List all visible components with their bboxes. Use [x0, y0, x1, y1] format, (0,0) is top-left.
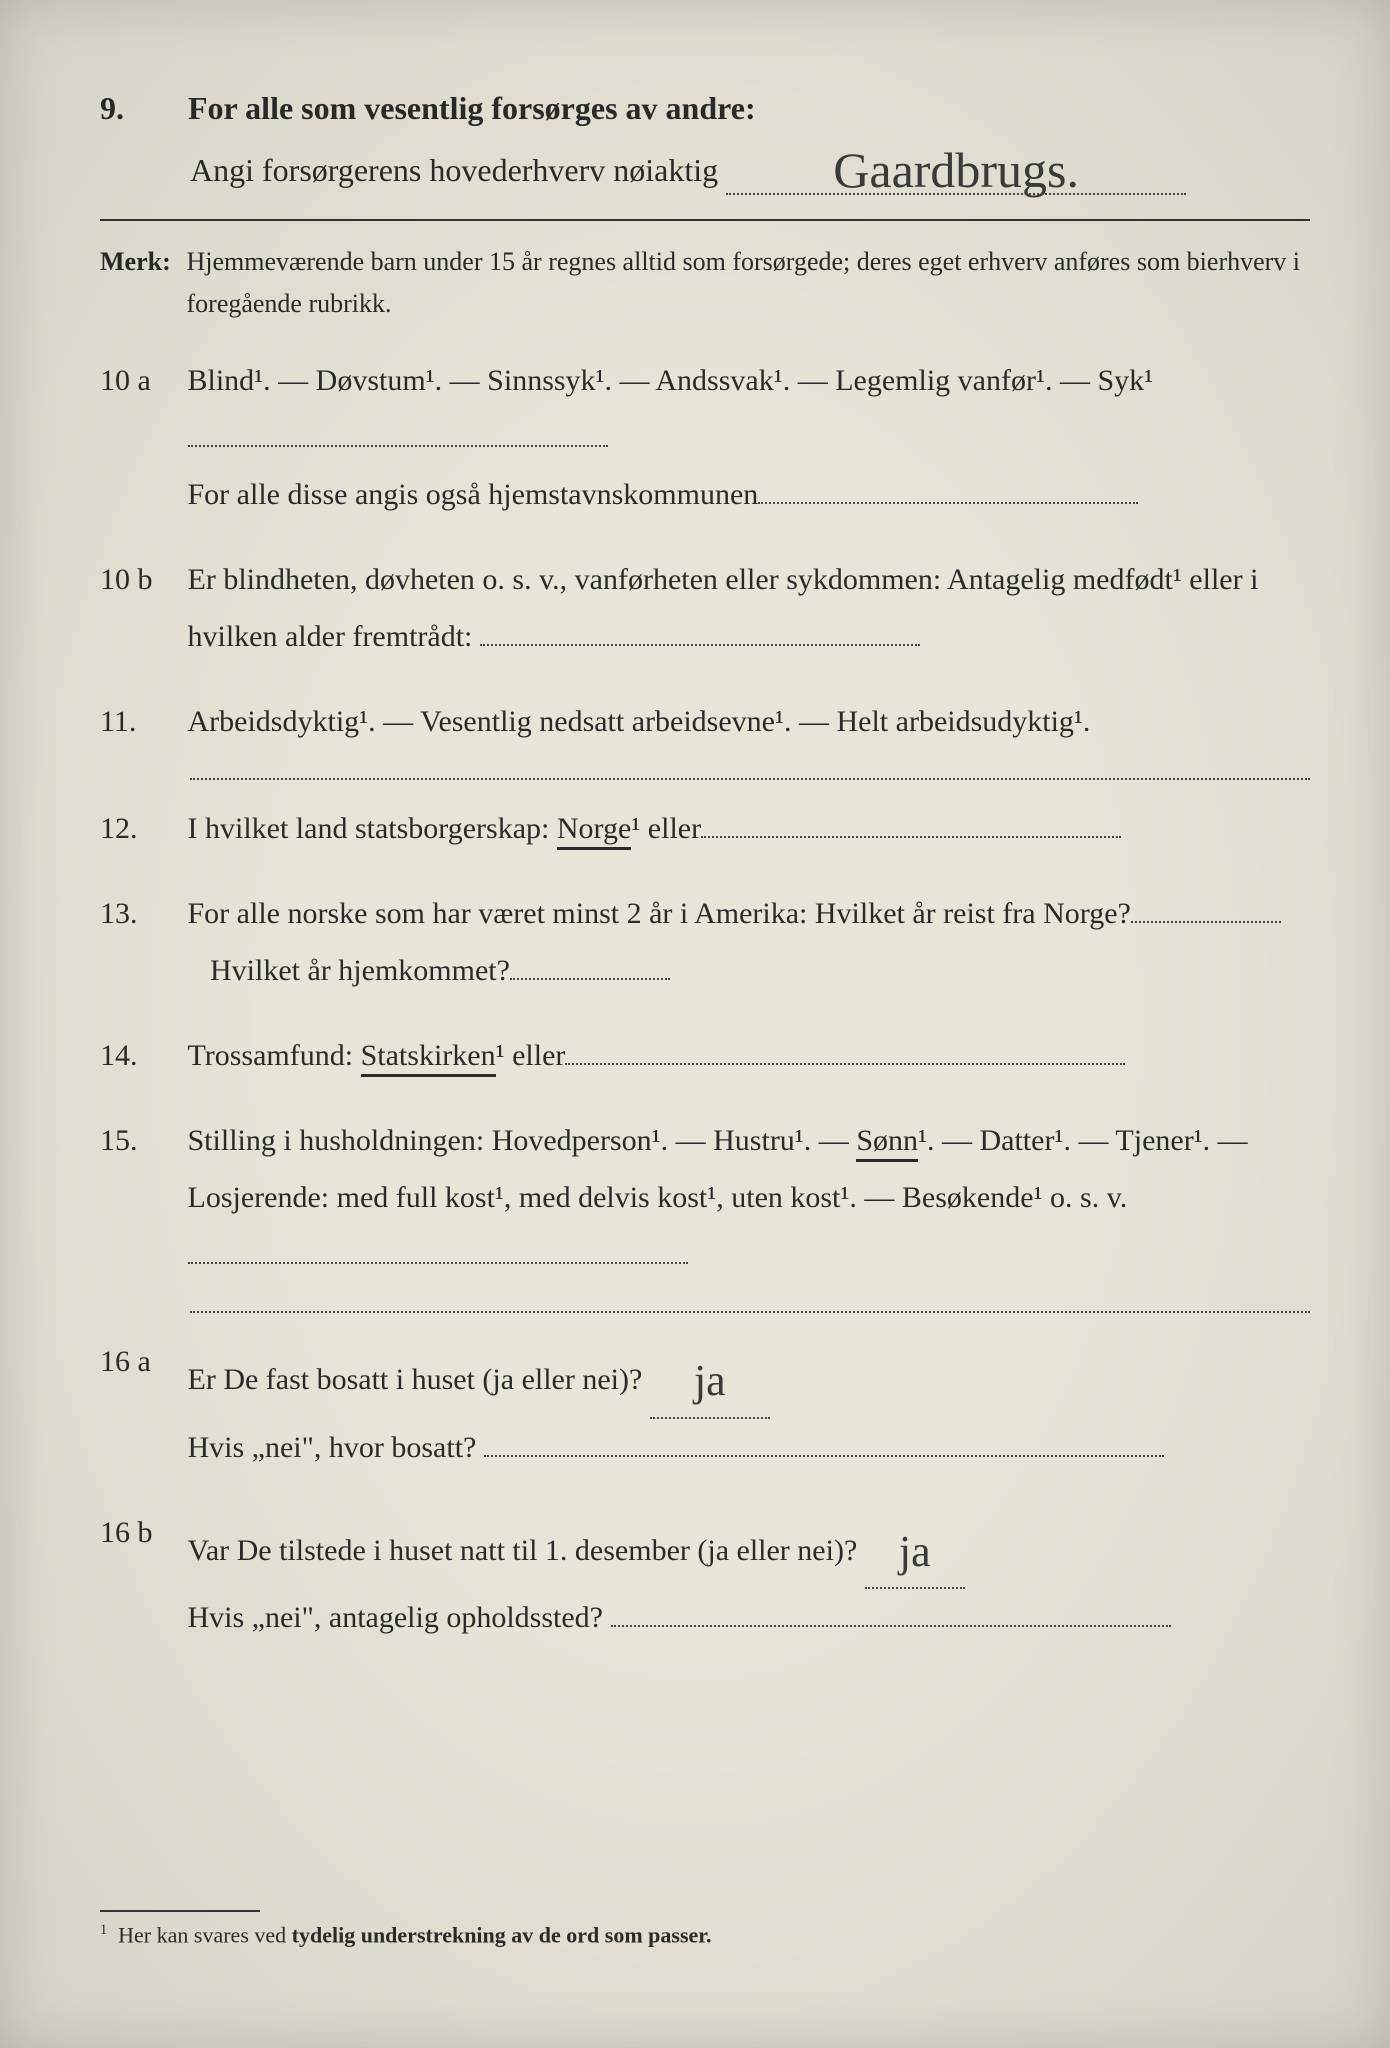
q9-title-text: For alle som vesentlig forsørges av andr…: [188, 90, 756, 126]
q16a-answer: ja: [694, 1356, 726, 1405]
q16a: 16 a Er De fast bosatt i huset (ja eller…: [100, 1333, 1310, 1476]
q16b-number: 16 b: [100, 1504, 180, 1561]
q10b-number: 10 b: [100, 551, 180, 608]
q12-post: ¹ eller: [631, 812, 701, 845]
q16b: 16 b Var De tilstede i huset natt til 1.…: [100, 1504, 1310, 1647]
q13-number: 13.: [100, 885, 180, 942]
merk-text: Hjemmeværende barn under 15 år regnes al…: [187, 241, 1307, 324]
q15-number: 15.: [100, 1112, 180, 1169]
footnote-bold: tydelig understrekning av de ord som pas…: [292, 1922, 712, 1947]
footnote-pre: Her kan svares ved: [118, 1922, 292, 1947]
footnote-rule: [100, 1910, 260, 1912]
merk-label: Merk:: [100, 241, 180, 283]
q13: 13. For alle norske som har været minst …: [100, 885, 1310, 999]
q9-prompt: Angi forsørgerens hovederhverv nøiaktig …: [190, 135, 1310, 195]
q12-underlined: Norge: [557, 812, 631, 850]
q9-line-label: Angi forsørgerens hovederhverv nøiaktig: [190, 152, 718, 188]
q14-underlined: Statskirken: [361, 1039, 496, 1077]
q11: 11. Arbeidsdyktig¹. — Vesentlig nedsatt …: [100, 693, 1310, 750]
q16b-question2: Hvis „nei", antagelig opholdssted?: [188, 1601, 604, 1634]
q10b-text: Er blindheten, døvheten o. s. v., vanfør…: [188, 563, 1259, 653]
q12-number: 12.: [100, 800, 180, 857]
dotted-divider: [190, 778, 1310, 780]
q14-post: ¹ eller: [496, 1039, 566, 1072]
q9: 9. For alle som vesentlig forsørges av a…: [100, 90, 1310, 127]
q15: 15. Stilling i husholdningen: Hovedperso…: [100, 1112, 1310, 1283]
q16b-question: Var De tilstede i huset natt til 1. dese…: [188, 1534, 858, 1567]
q10a-line2: For alle disse angis også hjemstavnskomm…: [188, 478, 759, 511]
q16a-question: Er De fast bosatt i huset (ja eller nei)…: [188, 1363, 643, 1396]
q9-number: 9.: [100, 90, 180, 127]
q13-text1: For alle norske som har været minst 2 år…: [188, 897, 1131, 930]
q13-text2: Hvilket år hjemkommet?: [210, 954, 510, 987]
q14: 14. Trossamfund: Statskirken¹ eller: [100, 1027, 1310, 1084]
q16b-answer: ja: [899, 1527, 931, 1576]
q10a-options: Blind¹. — Døvstum¹. — Sinnssyk¹. — Andss…: [188, 364, 1154, 397]
footnote: 1 Her kan svares ved tydelig understrekn…: [100, 1910, 1310, 1948]
q15-pre: Stilling i husholdningen: Hovedperson¹. …: [188, 1124, 857, 1157]
q11-number: 11.: [100, 693, 180, 750]
q9-answer: Gaardbrugs.: [833, 142, 1079, 198]
q14-number: 14.: [100, 1027, 180, 1084]
q16a-question2: Hvis „nei", hvor bosatt?: [188, 1431, 477, 1464]
footnote-marker: 1: [100, 1922, 107, 1938]
q12: 12. I hvilket land statsborgerskap: Norg…: [100, 800, 1310, 857]
dotted-divider-2: [190, 1311, 1310, 1313]
q10a-number: 10 a: [100, 352, 180, 409]
q14-pre: Trossamfund:: [188, 1039, 361, 1072]
q15-underlined: Sønn: [856, 1124, 918, 1162]
divider: [100, 219, 1310, 221]
q10b: 10 b Er blindheten, døvheten o. s. v., v…: [100, 551, 1310, 665]
q10a: 10 a Blind¹. — Døvstum¹. — Sinnssyk¹. — …: [100, 352, 1310, 523]
q12-pre: I hvilket land statsborgerskap:: [188, 812, 557, 845]
q11-text: Arbeidsdyktig¹. — Vesentlig nedsatt arbe…: [188, 693, 1308, 750]
q16a-number: 16 a: [100, 1333, 180, 1390]
census-form-page: 9. For alle som vesentlig forsørges av a…: [0, 0, 1390, 2048]
merk-note: Merk: Hjemmeværende barn under 15 år reg…: [100, 241, 1310, 324]
